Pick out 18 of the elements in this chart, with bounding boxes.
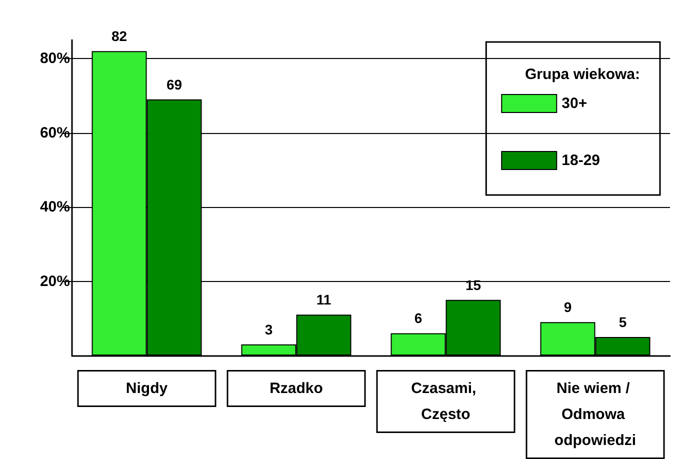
data-label: 5 bbox=[618, 314, 627, 330]
y-tick-label: 60% bbox=[40, 124, 70, 142]
x-tick-label: Rzadko bbox=[270, 380, 323, 397]
x-tick-label: Nie wiem / Odmowa odpowiedzi bbox=[554, 380, 636, 449]
legend-label: 18-29 bbox=[562, 152, 600, 169]
data-label: 11 bbox=[316, 292, 332, 308]
data-label: 69 bbox=[166, 76, 182, 92]
data-label: 3 bbox=[264, 321, 273, 338]
x-tick-label: Czasami, Często bbox=[411, 380, 480, 423]
data-label: 82 bbox=[111, 28, 128, 44]
y-tick-label: 80% bbox=[40, 50, 70, 68]
data-label: 9 bbox=[564, 299, 572, 316]
y-tick-label: 40% bbox=[40, 198, 70, 216]
y-tick-label: 20% bbox=[40, 272, 70, 290]
legend-title: Grupa wiekowa: bbox=[524, 66, 640, 83]
data-label: 6 bbox=[414, 310, 422, 326]
x-tick-label: Nigdy bbox=[126, 380, 168, 397]
legend-label: 30+ bbox=[562, 95, 588, 112]
